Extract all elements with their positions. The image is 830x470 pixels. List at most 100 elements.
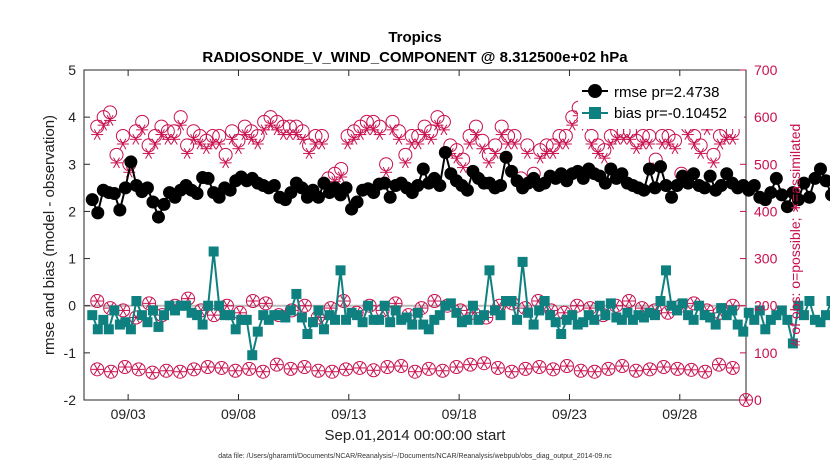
bias-point — [694, 300, 705, 311]
obs-assimilated-marker — [630, 365, 643, 377]
rmse-point — [808, 171, 822, 185]
asterisk-stroke — [568, 119, 576, 131]
obs-possible-marker — [629, 363, 644, 378]
obs-possible-marker — [214, 360, 229, 375]
asterisk-stroke — [523, 147, 531, 159]
bias-point — [170, 305, 181, 316]
asterisk-stroke — [235, 143, 242, 155]
bias-point — [539, 296, 550, 306]
chart-title: Tropics — [388, 29, 441, 46]
obs-assimilated-marker — [298, 361, 311, 373]
plot-frame — [83, 69, 747, 401]
bias-point — [760, 324, 771, 335]
rmse-point — [267, 179, 281, 192]
obs-assimilated-marker — [168, 133, 181, 145]
obs-possible-marker — [424, 124, 439, 139]
obs-possible-marker — [587, 364, 602, 379]
rmse-point — [499, 150, 513, 164]
obs-assimilated-marker — [91, 363, 104, 375]
obs-assimilated-marker — [381, 361, 394, 373]
asterisk-stroke — [196, 138, 204, 150]
asterisk-stroke — [301, 300, 309, 312]
obs-assimilated-marker — [694, 147, 707, 159]
obs-assimilated-marker — [207, 309, 220, 321]
bias-point — [622, 307, 633, 318]
y-tick-label-right: 0 — [754, 392, 762, 408]
y-axis-label-right: # of obs: o=possible; ∗=assimilated — [787, 124, 803, 347]
obs-possible-marker — [218, 147, 233, 162]
obs-possible-marker — [90, 119, 105, 134]
bias-point — [330, 314, 341, 325]
asterisk-stroke — [318, 138, 326, 150]
y-tick-label-left: -2 — [64, 392, 77, 408]
bias-point — [291, 288, 302, 299]
bias-point — [771, 310, 782, 321]
rmse-point — [460, 183, 474, 197]
bias-point — [318, 324, 329, 335]
bias-point — [236, 314, 247, 325]
obs-possible-marker — [167, 124, 182, 139]
obs-possible-marker — [109, 147, 124, 162]
bias-point — [611, 312, 622, 323]
bias-point — [804, 296, 815, 306]
obs-possible-marker — [394, 359, 409, 374]
bias-point — [374, 314, 385, 325]
rmse-point — [802, 190, 816, 204]
obs-assimilated-marker — [712, 359, 725, 371]
obs-possible-marker — [160, 124, 175, 139]
obs-assimilated-marker — [392, 133, 405, 145]
bias-point — [798, 310, 809, 321]
rmse-point — [703, 169, 717, 183]
obs-possible-marker — [597, 143, 612, 158]
rmse-point — [720, 167, 734, 181]
asterisk-stroke — [618, 360, 626, 372]
asterisk-stroke — [344, 138, 352, 150]
obs-assimilated-marker — [616, 360, 629, 372]
bias-point — [87, 310, 98, 321]
obs-assimilated-marker — [571, 300, 584, 312]
obs-possible-marker — [231, 133, 246, 148]
bias-point — [489, 305, 500, 316]
obs-possible-marker — [463, 357, 478, 372]
bias-point — [451, 307, 462, 318]
obs-assimilated-marker — [335, 171, 348, 183]
obs-assimilated-marker — [399, 157, 412, 169]
asterisk-stroke — [202, 143, 210, 155]
obs-possible-marker — [687, 129, 702, 143]
bias-point — [473, 314, 484, 325]
obs-assimilated-marker — [160, 365, 173, 377]
obs-assimilated-marker — [187, 363, 200, 375]
bias-point — [175, 300, 186, 311]
x-axis-label: Sep.01,2014 00:00:00 start — [325, 427, 507, 444]
asterisk-stroke — [106, 114, 114, 126]
obs-possible-marker — [282, 119, 297, 134]
obs-assimilated-marker — [174, 366, 187, 378]
asterisk-stroke — [604, 363, 612, 375]
obs-assimilated-marker — [367, 364, 380, 376]
obs-possible-marker — [173, 110, 188, 125]
obs-possible-marker — [311, 363, 326, 378]
obs-possible-marker — [739, 393, 753, 407]
bias-point — [561, 314, 572, 325]
obs-possible-marker — [725, 360, 740, 375]
obs-possible-marker — [297, 360, 312, 374]
obs-possible-marker — [283, 361, 298, 376]
asterisk-stroke — [177, 119, 185, 131]
obs-assimilated-marker — [243, 363, 256, 375]
obs-assimilated-marker — [505, 366, 518, 378]
rmse-point — [124, 155, 138, 169]
obs-assimilated-marker — [560, 360, 573, 372]
asterisk-stroke — [132, 133, 140, 145]
bias-point — [225, 310, 236, 321]
bias-point — [390, 305, 401, 316]
obs-assimilated-marker — [213, 138, 226, 150]
bias-point — [423, 324, 434, 335]
obs-assimilated-marker — [339, 363, 352, 375]
obs-assimilated-marker — [491, 362, 504, 374]
obs-possible-marker — [228, 363, 243, 378]
y-tick-label-left: 4 — [68, 109, 76, 125]
asterisk-stroke — [247, 133, 255, 145]
rmse-point — [505, 164, 519, 178]
asterisk-stroke — [563, 360, 571, 372]
rmse-point — [212, 190, 226, 204]
